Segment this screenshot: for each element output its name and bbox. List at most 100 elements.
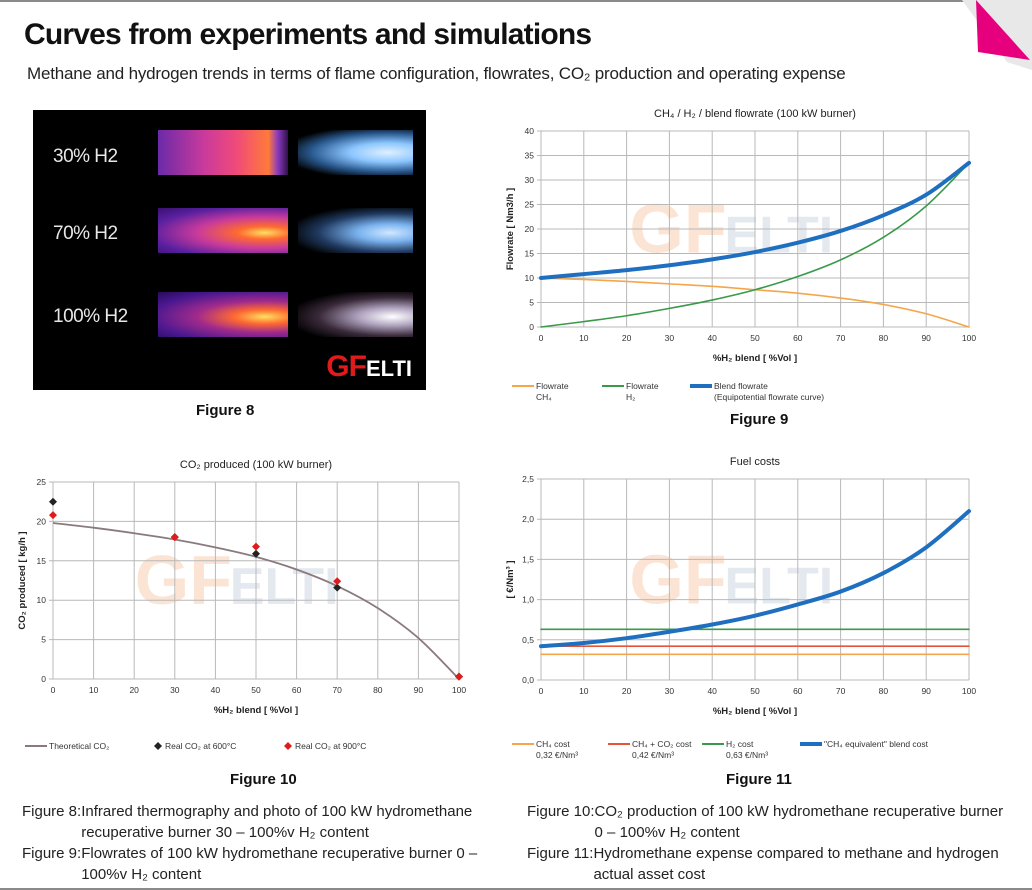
watermark: GFELTI	[629, 541, 833, 619]
fig9-ytick-label: 0	[529, 322, 534, 332]
fig10-point-2	[252, 542, 260, 551]
photo-flame-70	[298, 208, 413, 253]
fig9-series-2	[539, 160, 971, 280]
fig10-point-1	[333, 583, 342, 592]
page-title: Curves from experiments and simulations	[24, 18, 592, 51]
fig11-xtick-label: 70	[836, 686, 846, 696]
fig11-xtick-label: 100	[962, 686, 976, 696]
fig10-point-2	[333, 577, 342, 586]
fig9-ytick-label: 20	[525, 224, 535, 234]
fig11-ytick-label: 0,0	[522, 675, 534, 685]
figure10-chart: GFELTI 0 10 20 30 40 50 60 70 80 90 100 0 5 10 15 20 25 CO…	[17, 459, 466, 751]
fig10-legend-marker	[154, 742, 162, 750]
fig9-legend-label: H₂	[626, 392, 635, 402]
captions-right: Figure 10: CO₂ production of 100 kW hydr…	[527, 801, 1007, 885]
fig10-xtick-label: 50	[251, 685, 261, 695]
fig11-xtick-label: 80	[879, 686, 889, 696]
flame-label-100: 100% H2	[53, 306, 128, 327]
fig10-ytick-label: 0	[41, 674, 46, 684]
fig10-ytick-label: 5	[41, 635, 46, 645]
fig10-ylabel: CO₂ produced [ kg/h ]	[17, 531, 28, 629]
fig10-legend-label: Real CO₂ at 600°C	[165, 741, 236, 751]
fig10-point-2	[170, 533, 179, 542]
bottom-border	[0, 888, 1032, 890]
fig10-xtick-label: 90	[414, 685, 424, 695]
fig10-xtick-label: 80	[373, 685, 383, 695]
fig9-xtick-label: 100	[962, 333, 976, 343]
fig11-legend-label: 0,32 €/Nm³	[536, 750, 578, 760]
fig11-xtick-label: 10	[579, 686, 589, 696]
fig10-xtick-label: 30	[170, 685, 180, 695]
fig9-xtick-label: 50	[750, 333, 760, 343]
watermark-elti: ELTI	[724, 558, 833, 616]
fig11-legend-label: H₂ cost	[726, 739, 754, 749]
fig11-xtick-label: 90	[921, 686, 931, 696]
fig9-xtick-label: 70	[836, 333, 846, 343]
flame-label-70: 70% H2	[53, 223, 118, 244]
photo-flame-30	[298, 130, 413, 175]
fig11-xtick-label: 60	[793, 686, 803, 696]
fig11-xtick-label: 50	[750, 686, 760, 696]
fig9-xtick-label: 90	[921, 333, 931, 343]
fig11-ytick-label: 1,0	[522, 595, 534, 605]
fig9-xlabel: %H₂ blend [ %Vol ]	[713, 353, 797, 364]
fig10-point-1	[49, 497, 57, 506]
photo-flame-100	[298, 292, 413, 337]
corner-decoration	[962, 0, 1032, 70]
caption-figure9: Figure 9: Flowrates of 100 kW hydrometha…	[22, 845, 478, 883]
top-border	[0, 0, 1032, 2]
fig9-ytick-label: 40	[525, 126, 535, 136]
fig10-ytick-label: 25	[37, 477, 47, 487]
fig9-legend-label: Flowrate	[626, 381, 659, 391]
fig9-legend-label: (Equipotential flowrate curve)	[714, 392, 824, 402]
fig11-xtick-label: 30	[665, 686, 675, 696]
fig10-xtick-label: 10	[89, 685, 99, 695]
watermark-gf: GF	[629, 541, 726, 619]
fig11-xlabel: %H₂ blend [ %Vol ]	[713, 706, 797, 717]
fig10-legend-label: Theoretical CO₂	[49, 741, 109, 751]
thermal-image-70	[158, 208, 288, 253]
fig10-ytick-label: 20	[37, 516, 47, 526]
fig11-xtick-label: 20	[622, 686, 632, 696]
caption-figure10: Figure 10: CO₂ production of 100 kW hydr…	[527, 803, 1004, 841]
figure8-image: 30% H2 70% H2 100% H2 GFELTI	[33, 110, 426, 390]
fig9-xtick-label: 20	[622, 333, 632, 343]
fig10-ytick-label: 10	[37, 595, 47, 605]
fig10-xtick-label: 60	[292, 685, 302, 695]
gfelti-logo: GFELTI	[326, 350, 412, 383]
fig11-legend-label: 0,42 €/Nm³	[632, 750, 674, 760]
fig10-xtick-label: 0	[51, 685, 56, 695]
fig10-xtick-label: 20	[129, 685, 139, 695]
figure11-caption: Figure 11	[726, 771, 792, 788]
fig9-title: CH₄ / H₂ / blend flowrate (100 kW burner…	[654, 108, 856, 120]
fig11-series-3	[539, 509, 971, 649]
fig9-ytick-label: 10	[525, 273, 535, 283]
fig9-ytick-label: 15	[525, 249, 535, 259]
fig9-legend-label: Flowrate	[536, 381, 569, 391]
fig10-legend-label: Real CO₂ at 900°C	[295, 741, 366, 751]
fig11-ytick-label: 2,5	[522, 474, 534, 484]
fig10-xtick-label: 40	[211, 685, 221, 695]
fig9-ytick-label: 5	[529, 298, 534, 308]
fig11-ylabel: [ €/Nm³ ]	[505, 561, 516, 599]
fig10-xtick-label: 100	[452, 685, 466, 695]
figure8-caption: Figure 8	[196, 402, 255, 419]
fig9-ylabel: Flowrate [ Nm3/h ]	[505, 188, 516, 270]
fig9-xtick-label: 30	[665, 333, 675, 343]
fig9-legend-label: Blend flowrate	[714, 381, 768, 391]
fig9-xtick-label: 60	[793, 333, 803, 343]
fig9-xtick-label: 80	[879, 333, 889, 343]
fig9-ytick-label: 35	[525, 151, 535, 161]
captions-left: Figure 8: Infrared thermography and phot…	[22, 801, 502, 885]
fig11-ytick-label: 0,5	[522, 635, 534, 645]
caption-figure8: Figure 8: Infrared thermography and phot…	[22, 803, 473, 841]
fig11-xtick-label: 40	[707, 686, 717, 696]
fig10-xtick-label: 70	[332, 685, 342, 695]
fig11-ytick-label: 2,0	[522, 514, 534, 524]
fig10-point-2	[455, 672, 463, 681]
page-subtitle: Methane and hydrogen trends in terms of …	[27, 64, 846, 83]
fig11-xtick-label: 0	[539, 686, 544, 696]
fig9-xtick-label: 10	[579, 333, 589, 343]
fig11-title: Fuel costs	[730, 456, 781, 468]
